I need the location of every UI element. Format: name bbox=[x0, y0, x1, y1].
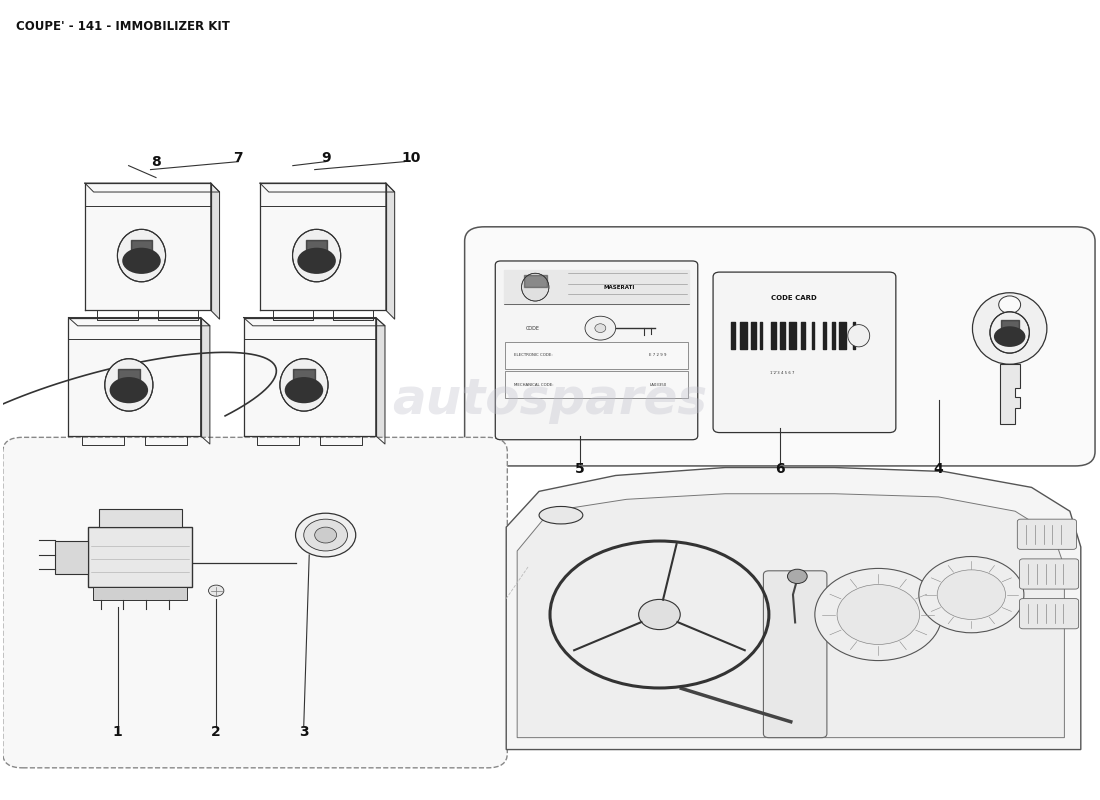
Text: 7: 7 bbox=[233, 151, 243, 166]
Text: LA03350: LA03350 bbox=[649, 382, 667, 386]
Ellipse shape bbox=[990, 312, 1030, 353]
Text: 4: 4 bbox=[934, 462, 944, 476]
Circle shape bbox=[209, 585, 224, 596]
FancyBboxPatch shape bbox=[94, 586, 187, 600]
Polygon shape bbox=[68, 318, 210, 326]
Text: 5: 5 bbox=[574, 462, 584, 476]
Polygon shape bbox=[517, 494, 1065, 738]
Text: CODE: CODE bbox=[526, 326, 540, 330]
Ellipse shape bbox=[315, 527, 337, 543]
Text: 1: 1 bbox=[113, 725, 122, 739]
Ellipse shape bbox=[122, 248, 161, 274]
Text: 9: 9 bbox=[321, 151, 330, 166]
Ellipse shape bbox=[639, 599, 680, 630]
Text: 6: 6 bbox=[776, 462, 784, 476]
Polygon shape bbox=[386, 183, 395, 319]
Text: autospares: autospares bbox=[393, 376, 707, 424]
Text: 10: 10 bbox=[402, 151, 420, 166]
FancyBboxPatch shape bbox=[505, 342, 688, 369]
Polygon shape bbox=[1000, 364, 1020, 424]
Polygon shape bbox=[211, 183, 220, 319]
FancyBboxPatch shape bbox=[88, 527, 192, 586]
Ellipse shape bbox=[539, 506, 583, 524]
Text: MECHANICAL CODE:: MECHANICAL CODE: bbox=[514, 382, 553, 386]
Ellipse shape bbox=[293, 230, 341, 282]
Circle shape bbox=[815, 569, 942, 661]
Ellipse shape bbox=[110, 377, 148, 403]
Ellipse shape bbox=[848, 325, 870, 347]
Ellipse shape bbox=[304, 519, 348, 551]
Ellipse shape bbox=[595, 324, 606, 333]
Polygon shape bbox=[85, 183, 220, 192]
Text: 8: 8 bbox=[151, 154, 161, 169]
Ellipse shape bbox=[296, 514, 355, 557]
Polygon shape bbox=[260, 183, 395, 192]
FancyBboxPatch shape bbox=[55, 541, 88, 574]
Circle shape bbox=[837, 585, 920, 645]
Ellipse shape bbox=[585, 316, 616, 340]
Ellipse shape bbox=[521, 274, 549, 301]
FancyBboxPatch shape bbox=[505, 371, 688, 398]
FancyBboxPatch shape bbox=[3, 438, 507, 768]
Polygon shape bbox=[243, 318, 385, 326]
FancyBboxPatch shape bbox=[1020, 598, 1079, 629]
Ellipse shape bbox=[999, 296, 1021, 314]
Ellipse shape bbox=[285, 377, 323, 403]
Ellipse shape bbox=[118, 230, 166, 282]
Circle shape bbox=[937, 570, 1005, 619]
Text: MASERATI: MASERATI bbox=[604, 285, 635, 290]
Circle shape bbox=[918, 557, 1024, 633]
FancyBboxPatch shape bbox=[495, 261, 697, 440]
Ellipse shape bbox=[297, 248, 336, 274]
FancyBboxPatch shape bbox=[1018, 519, 1077, 550]
FancyBboxPatch shape bbox=[713, 272, 895, 433]
Polygon shape bbox=[506, 467, 1081, 750]
Ellipse shape bbox=[994, 326, 1025, 347]
Polygon shape bbox=[200, 318, 210, 444]
Text: 1'2'3 4 5 6 7: 1'2'3 4 5 6 7 bbox=[770, 371, 794, 375]
Polygon shape bbox=[376, 318, 385, 444]
Circle shape bbox=[788, 570, 807, 583]
Text: ELECTRONIC CODE:: ELECTRONIC CODE: bbox=[514, 354, 553, 358]
FancyBboxPatch shape bbox=[99, 510, 182, 527]
FancyBboxPatch shape bbox=[763, 571, 827, 738]
Text: CODE CARD: CODE CARD bbox=[771, 295, 817, 301]
Text: 3: 3 bbox=[299, 725, 309, 739]
Text: 2: 2 bbox=[211, 725, 221, 739]
Ellipse shape bbox=[972, 293, 1047, 364]
FancyBboxPatch shape bbox=[1020, 559, 1079, 589]
Ellipse shape bbox=[104, 358, 153, 411]
Text: E 7 2 9 9: E 7 2 9 9 bbox=[649, 354, 667, 358]
Text: COUPE' - 141 - IMMOBILIZER KIT: COUPE' - 141 - IMMOBILIZER KIT bbox=[15, 20, 230, 34]
Ellipse shape bbox=[279, 358, 328, 411]
FancyBboxPatch shape bbox=[464, 227, 1094, 466]
